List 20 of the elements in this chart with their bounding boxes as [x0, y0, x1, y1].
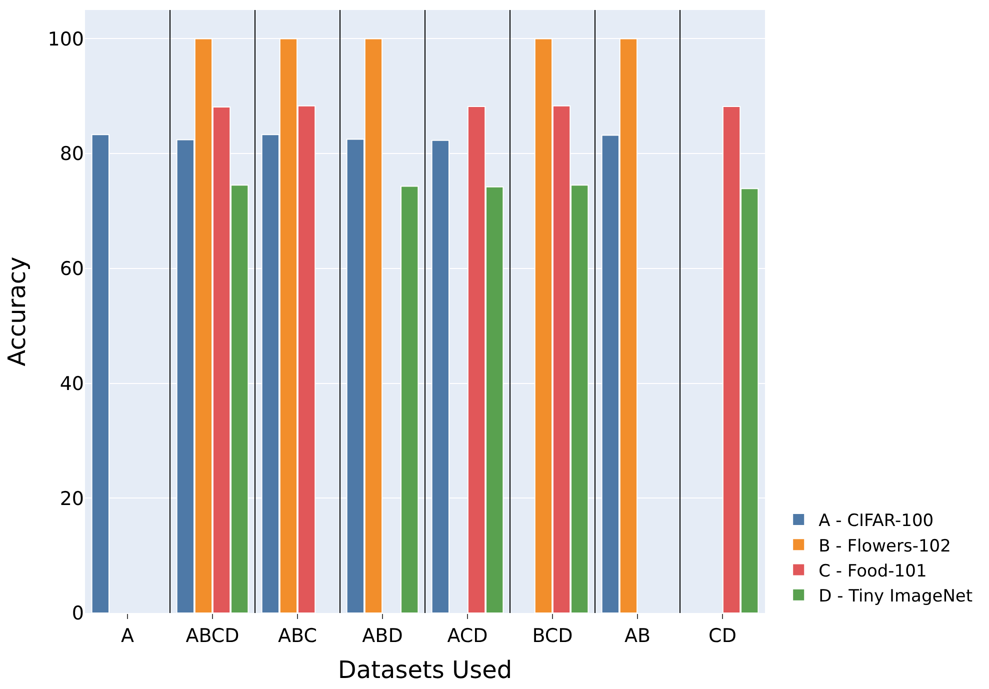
- y-tick-label: 40: [60, 372, 84, 395]
- x-tick-label: ACD: [447, 624, 488, 647]
- y-tick-label: 20: [60, 488, 84, 510]
- x-tick-label: BCD: [532, 624, 573, 647]
- legend-label: A - CIFAR-100: [818, 511, 934, 532]
- legend-label: C - Food-101: [818, 561, 927, 582]
- x-tick-label: CD: [708, 624, 736, 647]
- legend-label: D - Tiny ImageNet: [818, 586, 973, 606]
- x-tick-label: AB: [624, 624, 651, 647]
- x-tick-label: A: [121, 624, 134, 647]
- x-tick-label: ABCD: [186, 624, 240, 647]
- y-axis-title: Accuracy: [2, 256, 31, 366]
- x-tick-label: ABC: [278, 624, 317, 647]
- x-tick-label: ABD: [362, 624, 403, 647]
- y-tick-label: 80: [60, 143, 84, 166]
- y-tick-label: 100: [48, 28, 84, 50]
- legend-label: B - Flowers-102: [818, 536, 951, 556]
- x-axis-title: Datasets Used: [338, 656, 512, 684]
- y-tick-label: 0: [72, 602, 84, 625]
- y-tick-label: 60: [60, 258, 84, 280]
